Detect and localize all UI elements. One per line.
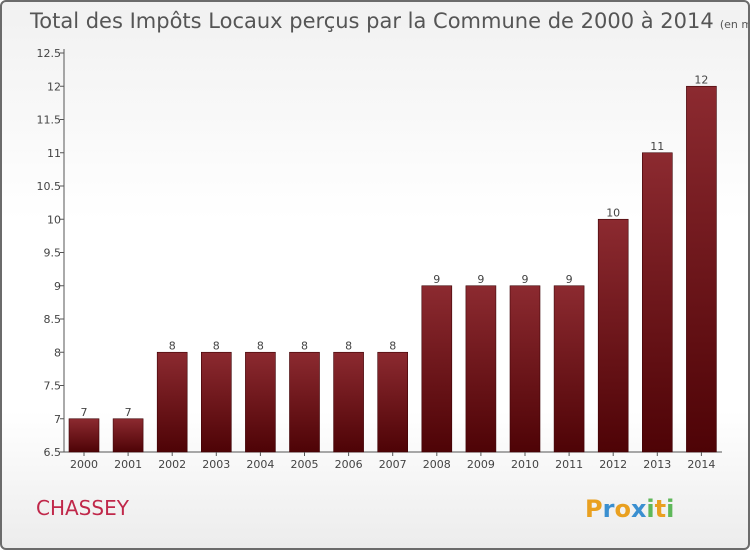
x-tick-label-2011: 2011 — [555, 458, 583, 471]
y-tick-label: 9.5 — [44, 247, 62, 260]
y-tick-label: 12 — [47, 80, 61, 93]
logo-letter: i — [646, 495, 654, 523]
x-tick-label-2008: 2008 — [423, 458, 451, 471]
logo-letter: o — [614, 495, 631, 523]
data-label-2010: 9 — [522, 273, 529, 286]
y-tick-label: 12.5 — [37, 47, 62, 60]
bar-2004 — [245, 351, 276, 453]
x-tick-label-2004: 2004 — [246, 458, 274, 471]
logo-letter: r — [603, 495, 615, 523]
y-tick-label: 9 — [54, 280, 61, 293]
x-tick-label-2000: 2000 — [70, 458, 98, 471]
y-tick-label: 7.5 — [44, 380, 62, 393]
data-label-2006: 8 — [345, 339, 352, 352]
logo-letter: i — [666, 495, 674, 523]
y-tick-label: 11 — [47, 147, 61, 160]
bar-2014 — [686, 85, 717, 453]
proxiti-logo: Proxiti — [585, 495, 674, 523]
data-label-2004: 8 — [257, 339, 264, 352]
x-tick-label-2013: 2013 — [643, 458, 671, 471]
bar-2000 — [68, 418, 100, 453]
y-tick-label: 8.5 — [44, 313, 62, 326]
x-tick-label-2010: 2010 — [511, 458, 539, 471]
bar-2010 — [509, 285, 541, 453]
bar-2002 — [156, 351, 188, 453]
x-tick-label-2006: 2006 — [335, 458, 363, 471]
data-label-2012: 10 — [606, 206, 620, 219]
x-tick-label-2002: 2002 — [158, 458, 186, 471]
chart-title-unit: (en milliers d'€) — [720, 18, 750, 31]
data-label-2007: 8 — [389, 339, 396, 352]
x-tick-label-2012: 2012 — [599, 458, 627, 471]
data-label-2000: 7 — [81, 406, 88, 419]
bar-2006 — [333, 351, 364, 453]
logo-letter: P — [585, 495, 603, 523]
x-tick-label-2009: 2009 — [467, 458, 495, 471]
logo-letter: x — [631, 495, 647, 523]
y-tick-label: 10 — [47, 213, 61, 226]
y-tick-label: 11.5 — [37, 114, 62, 127]
x-tick-label-2003: 2003 — [202, 458, 230, 471]
bar-2005 — [289, 351, 320, 453]
x-tick-label-2007: 2007 — [379, 458, 407, 471]
chart-title-main: Total des Impôts Locaux perçus par la Co… — [29, 9, 714, 33]
bar-2009 — [465, 285, 497, 453]
y-tick-label: 8 — [54, 346, 61, 359]
logo-letter: t — [655, 495, 666, 523]
y-tick-label: 10.5 — [37, 180, 62, 193]
chart-title: Total des Impôts Locaux perçus par la Co… — [29, 9, 750, 33]
data-label-2002: 8 — [169, 339, 176, 352]
data-label-2013: 11 — [650, 140, 664, 153]
data-label-2001: 7 — [125, 406, 132, 419]
bars: 7 7 8 8 8 8 8 8 9 9 9 9 10 11 12 — [68, 73, 717, 453]
bar-2007 — [377, 351, 409, 453]
data-label-2009: 9 — [477, 273, 484, 286]
bar-2001 — [112, 418, 144, 453]
data-label-2011: 9 — [566, 273, 573, 286]
bar-2012 — [597, 218, 629, 453]
x-tick-label-2014: 2014 — [687, 458, 715, 471]
commune-name: CHASSEY — [36, 496, 130, 520]
bar-2003 — [201, 351, 232, 453]
data-label-2014: 12 — [694, 73, 708, 86]
data-label-2005: 8 — [301, 339, 308, 352]
y-tick-label: 7 — [54, 413, 61, 426]
data-label-2008: 9 — [433, 273, 440, 286]
x-tick-labels: 2000 2001 2002 2003 2004 2005 2006 2007 2008 2009… — [70, 452, 715, 471]
y-tick-label: 6.5 — [44, 446, 62, 459]
bar-2013 — [641, 152, 673, 453]
data-label-2003: 8 — [213, 339, 220, 352]
bar-2008 — [421, 285, 453, 453]
bar-2011 — [553, 285, 585, 453]
x-tick-label-2005: 2005 — [291, 458, 319, 471]
x-tick-label-2001: 2001 — [114, 458, 142, 471]
